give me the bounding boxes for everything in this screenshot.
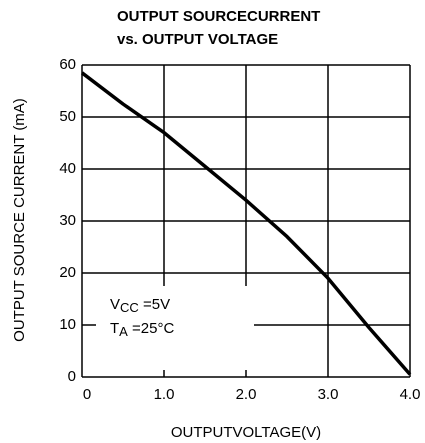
annotation: VCC =5V — [110, 296, 170, 315]
annotation-sub: A — [119, 324, 128, 339]
chart-title: vs. OUTPUT VOLTAGE — [117, 31, 278, 48]
y-tick-label: 50 — [59, 108, 76, 125]
annotation-part: =25°C — [128, 320, 175, 337]
x-tick-label: 2.0 — [236, 386, 257, 403]
y-axis-label: OUTPUT SOURCE CURRENT (mA) — [11, 98, 28, 342]
annotation-sub: CC — [120, 300, 139, 315]
y-tick-label: 10 — [59, 316, 76, 333]
data-line — [80, 71, 412, 376]
x-tick-label: 4.0 — [400, 386, 421, 403]
x-tick-label: 3.0 — [318, 386, 339, 403]
annotation-part: V — [110, 296, 120, 313]
annotation-part: T — [110, 320, 119, 337]
chart-title: OUTPUT SOURCECURRENT — [117, 8, 320, 25]
y-tick-label: 30 — [59, 212, 76, 229]
x-axis-label: OUTPUTVOLTAGE(V) — [171, 424, 321, 441]
annotation-part: =5V — [139, 296, 170, 313]
y-tick-label: 60 — [59, 56, 76, 73]
y-tick-label: 40 — [59, 160, 76, 177]
y-tick-label: 0 — [68, 368, 76, 385]
y-tick-label: 20 — [59, 264, 76, 281]
annotation-box — [96, 286, 254, 370]
x-tick-label: 1.0 — [154, 386, 175, 403]
x-tick-label: 0 — [83, 386, 91, 403]
annotation: TA =25°C — [110, 320, 174, 339]
